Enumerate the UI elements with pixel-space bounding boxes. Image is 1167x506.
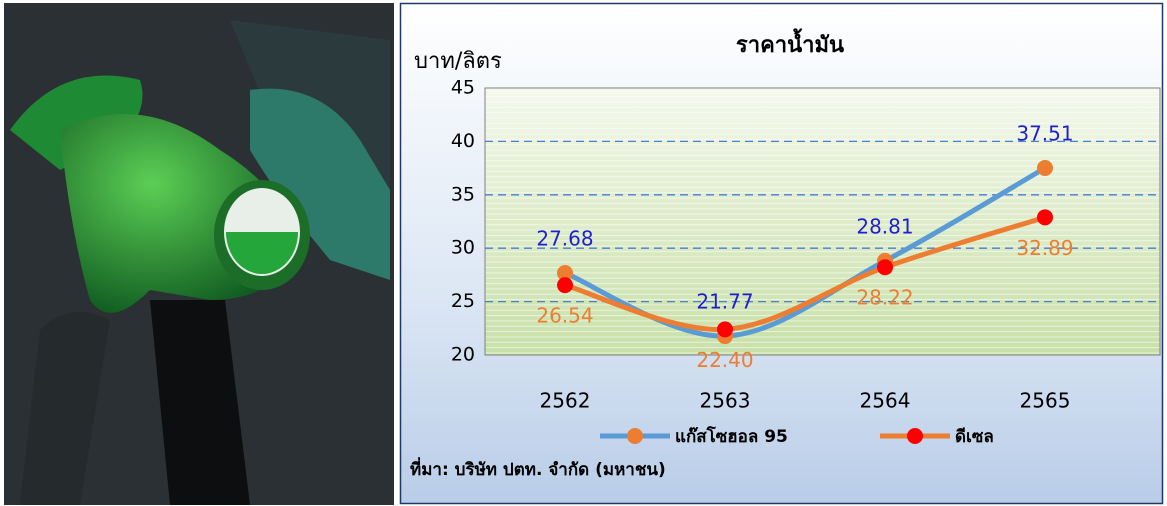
y-tick-label: 40	[451, 130, 475, 152]
data-label: 22.40	[696, 348, 753, 372]
x-tick-label: 2564	[860, 389, 911, 413]
legend-label: ดีเซล	[955, 426, 994, 447]
x-tick-label: 2562	[540, 389, 591, 413]
page-svg: ราคาน้ำมัน บาท/ลิตร ที่มา: บริษัท ปตท. จ…	[0, 0, 1167, 506]
source-note: ที่มา: บริษัท ปตท. จำกัด (มหาชน)	[410, 457, 666, 480]
data-label: 26.54	[536, 304, 593, 328]
data-label: 37.51	[1016, 121, 1073, 145]
y-tick-label: 25	[451, 290, 475, 312]
page: {"chart_data": {"type": "line", "title":…	[0, 0, 1167, 506]
y-tick-label: 20	[451, 344, 475, 366]
data-point	[877, 259, 893, 275]
legend-marker	[627, 428, 643, 444]
data-point	[717, 321, 733, 337]
y-tick-label: 35	[451, 183, 475, 205]
data-label: 32.89	[1016, 236, 1073, 260]
data-point	[557, 277, 573, 293]
data-label: 28.81	[856, 214, 913, 238]
legend-label: แก๊สโซฮอล 95	[675, 426, 788, 447]
data-label: 27.68	[536, 226, 593, 250]
photo	[4, 3, 394, 505]
data-label: 28.22	[856, 286, 913, 310]
data-point	[1037, 209, 1053, 225]
data-point	[1037, 160, 1053, 176]
data-label: 21.77	[696, 290, 753, 314]
legend-marker	[907, 428, 923, 444]
chart-title: ราคาน้ำมัน	[736, 28, 844, 58]
x-tick-label: 2565	[1020, 389, 1071, 413]
y-tick-label: 45	[451, 77, 475, 99]
y-axis-label: บาท/ลิตร	[414, 49, 502, 74]
x-tick-label: 2563	[700, 389, 751, 413]
y-tick-label: 30	[451, 237, 475, 259]
